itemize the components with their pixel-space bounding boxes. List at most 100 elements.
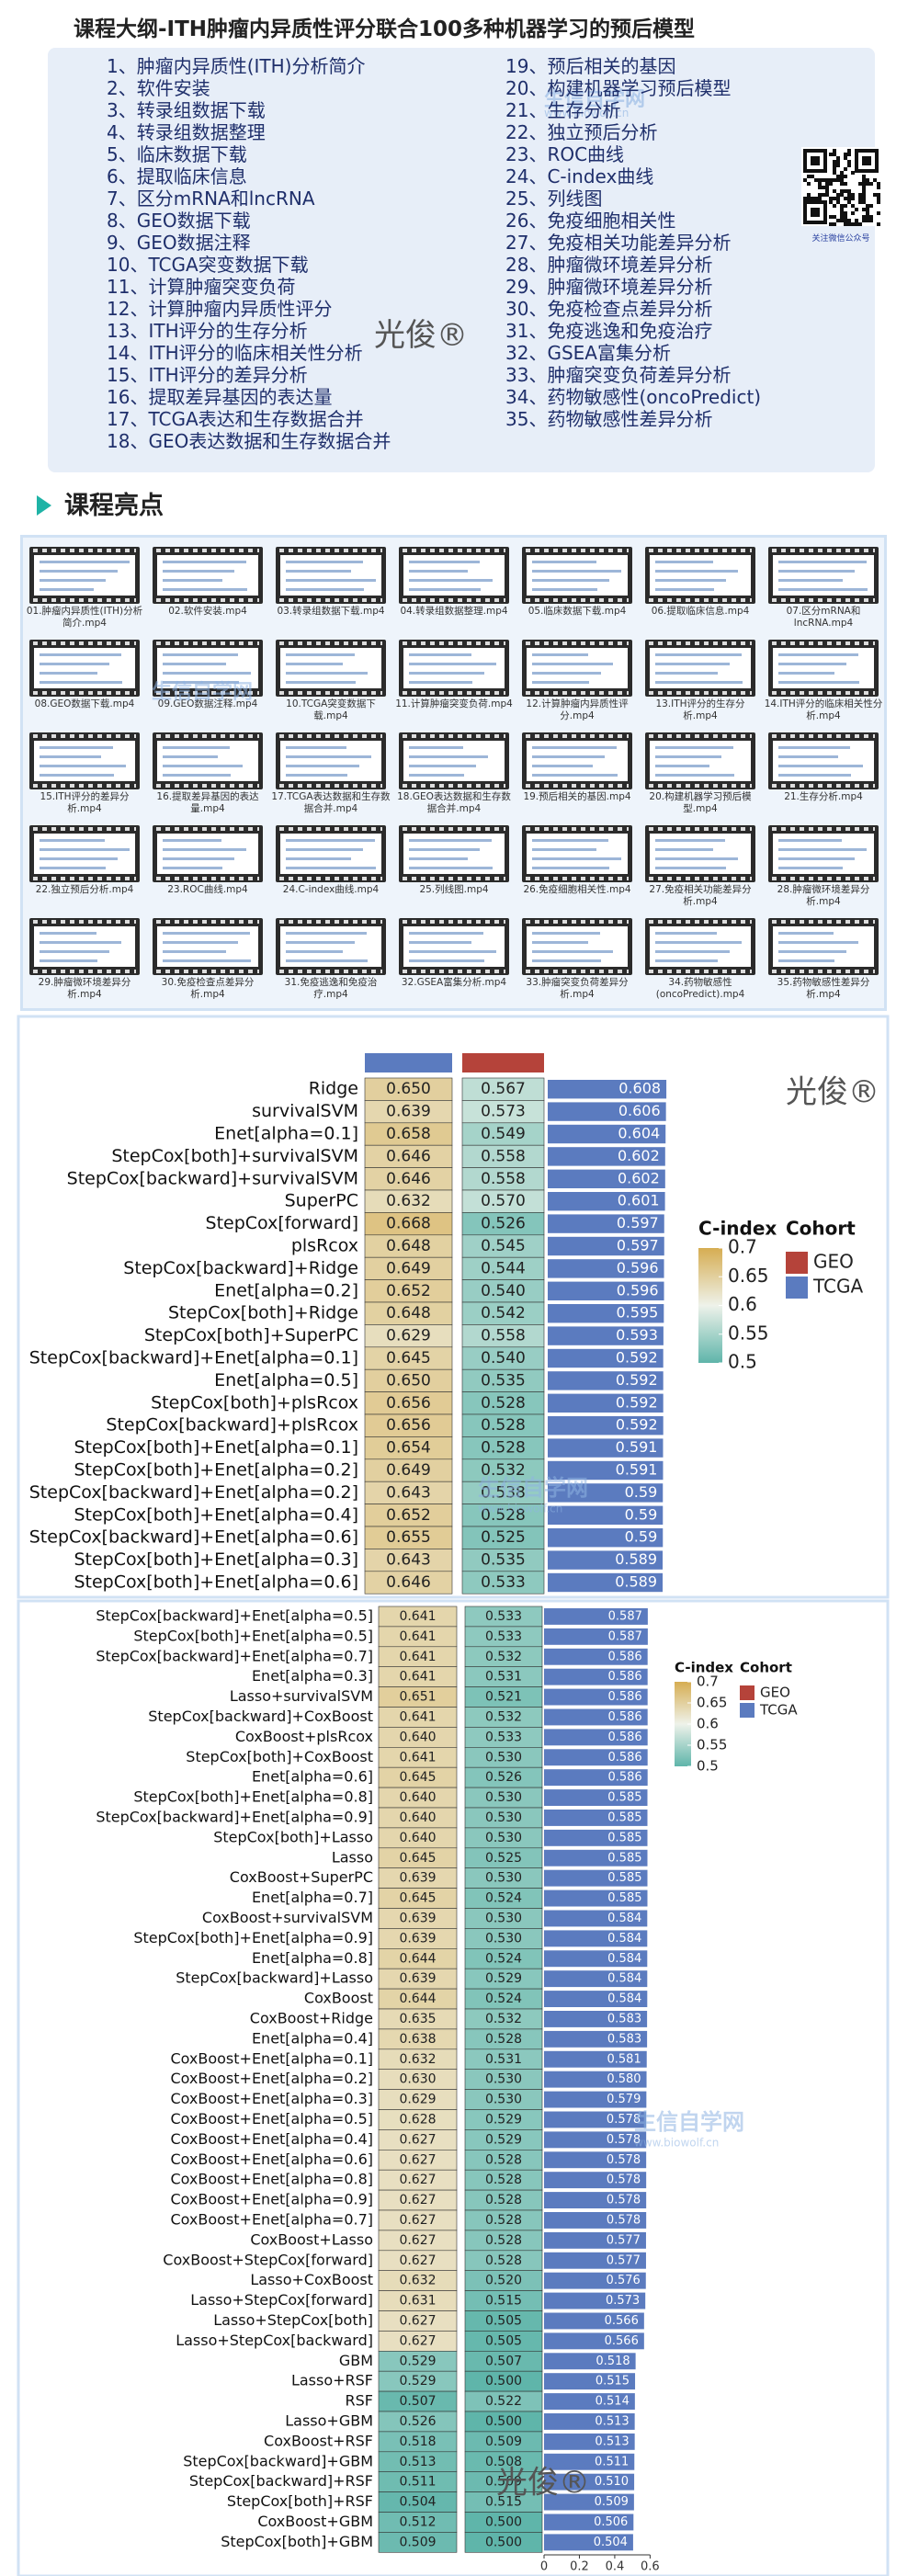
thumbnail-screen [34,555,135,596]
cell-label: 0.648 [386,1237,431,1255]
video-caption: 23.ROC曲线.mp4 [167,884,248,895]
heat-cell [364,1301,453,1325]
thumb-line [286,561,363,563]
thumb-line [163,561,246,563]
video-thumbnail [276,918,386,975]
qr-dot [807,193,811,197]
qr-dot [847,160,851,164]
bar-label: 0.608 [618,1080,661,1097]
cell-label: 0.528 [481,1439,526,1458]
colorbar-label: 0.7 [728,1236,757,1258]
bar [544,1668,648,1685]
qr-dot [862,197,866,200]
video-caption: 22.独立预后分析.mp4 [35,884,134,895]
row-label: RSF [346,2392,373,2410]
bar-label: 0.586 [607,1670,641,1684]
bar-label: 0.586 [607,1690,641,1704]
bar-label: 0.585 [607,1791,641,1805]
qr-dot [840,175,844,178]
qr-dot [847,189,851,193]
outline-item: 22、独立预后分析 [505,121,658,143]
thumbnail-screen [403,741,505,781]
row-label: StepCox[both]+RSF [227,2492,373,2510]
thumb-line [655,867,726,869]
outline-item: 26、免疫细胞相关性 [505,210,676,232]
bar [548,1550,664,1570]
heat-cell [364,1391,453,1415]
watermark: 光俊® [786,1074,879,1111]
outline-item: 2、软件安装 [107,77,210,99]
qr-dot [869,204,873,208]
cell-label: 0.629 [399,2093,436,2107]
thumb-line [40,672,97,675]
cell-label: 0.656 [386,1394,431,1413]
row-label: CoxBoost+plsRcox [235,1728,373,1745]
qr-dot [873,193,877,197]
outline-item: 16、提取差异基因的表达量 [107,386,333,408]
row-label: StepCox[both]+Enet[alpha=0.4] [74,1504,358,1525]
thumb-line [778,839,842,842]
outline-item: 18、GEO表达数据和生存数据合并 [107,430,391,452]
bar [548,1371,664,1390]
bar-label: 0.587 [608,1609,642,1623]
colorbar-label: 0.55 [728,1322,769,1344]
heat-cell [464,2532,543,2553]
thumb-line [40,839,105,842]
video-thumbnail [768,732,879,789]
thumb-line [655,941,742,944]
bar [548,1124,666,1144]
bar [544,1608,648,1625]
row-label: StepCox[backward]+GBM [183,2452,373,2469]
qr-dot [840,178,844,182]
thumbnail-screen [773,648,874,688]
qr-dot [840,193,844,197]
video-thumbnail [399,640,509,697]
thumbnail-screen [773,741,874,781]
video-card: 17.TCGA表达数据和生存数据合并.mp4 [269,729,392,823]
bar [544,2514,634,2531]
video-thumbnail [522,918,632,975]
outline-item: 30、免疫检查点差异分析 [505,298,713,320]
row-label: SuperPC [285,1191,358,1211]
bar-label: 0.580 [607,2072,641,2086]
bar [544,2111,647,2128]
video-card: 07.区分mRNA和lncRNA.mp4 [762,543,885,637]
bar-label: 0.513 [595,2414,629,2428]
thumbnail-screen [650,834,751,874]
thumb-line [655,579,726,582]
cell-label: 0.530 [485,1931,522,1946]
bar-label: 0.585 [607,1871,641,1885]
bar-label: 0.509 [595,2495,629,2509]
heat-cell [364,1436,453,1460]
heat-cell [461,1549,545,1572]
bar-label: 0.592 [616,1349,658,1367]
video-caption: 06.提取临床信息.mp4 [651,606,750,617]
page-title: 课程大纲-ITH肿瘤内异质性评分联合100多种机器学习的预后模型 [74,17,696,41]
cell-label: 0.535 [481,1551,526,1570]
x-tick-label: 0.4 [606,2560,625,2574]
thumbnail-screen [280,926,381,967]
qr-dot [877,182,880,186]
thumb-line [532,839,608,842]
thumb-line [40,950,109,953]
watermark: 生信自学网 [544,88,646,111]
outline-item: 23、ROC曲线 [505,143,625,165]
bar-label: 0.518 [596,2355,630,2368]
qr-dot [836,219,840,222]
thumb-line [163,857,234,860]
thumb-line [163,774,231,777]
thumb-line [409,746,463,749]
cell-label: 0.505 [485,2313,522,2328]
thumb-line [778,857,855,860]
qr-dot [862,189,866,193]
video-caption: 01.肿瘤内异质性(ITH)分析简介.mp4 [26,606,143,629]
bar-label: 0.573 [606,2294,640,2308]
video-caption: 31.免疫逃逸和免疫治疗.mp4 [284,977,378,1000]
bar [544,2453,635,2470]
bar [544,1849,648,1867]
cell-label: 0.641 [399,1629,436,1644]
outline-item: 10、TCGA突变数据下载 [107,254,309,276]
thumb-line [655,848,713,851]
cell-label: 0.535 [481,1371,526,1390]
thumb-line [40,746,113,749]
